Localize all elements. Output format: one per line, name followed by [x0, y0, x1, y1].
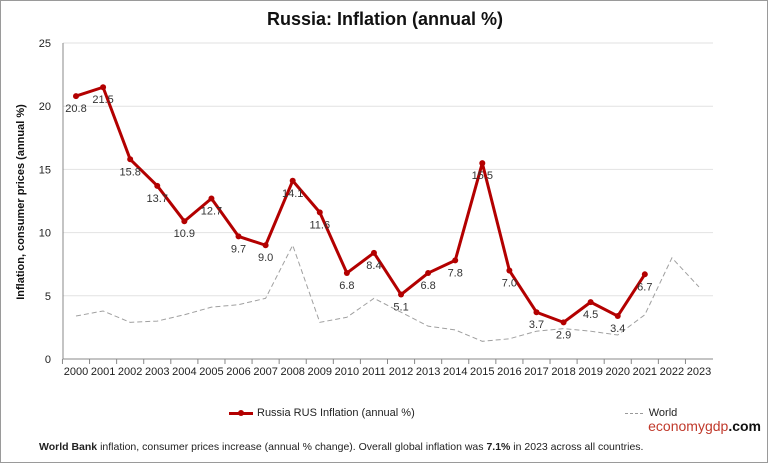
russia-data-label: 15.5	[472, 170, 493, 182]
x-tick-label: 2001	[91, 366, 115, 378]
y-tick-label: 0	[45, 354, 51, 366]
legend: Russia RUS Inflation (annual %) World	[229, 407, 677, 419]
russia-data-label: 7.8	[448, 267, 463, 279]
russia-line	[75, 85, 647, 324]
x-tick-label: 2006	[226, 366, 250, 378]
russia-point	[479, 160, 486, 167]
x-tick-label: 2018	[551, 366, 575, 378]
russia-point	[587, 299, 594, 306]
x-tick-label: 2003	[145, 366, 169, 378]
x-tick-label: 2023	[687, 366, 711, 378]
russia-point	[181, 218, 188, 225]
russia-data-label: 15.8	[119, 166, 140, 178]
x-tick-label: 2015	[470, 366, 494, 378]
russia-data-label: 10.9	[174, 228, 195, 240]
legend-world-label: World	[648, 407, 678, 419]
russia-point	[425, 270, 432, 277]
legend-russia-label: Russia RUS Inflation (annual %)	[257, 407, 415, 419]
x-tick-label: 2022	[660, 366, 684, 378]
x-tick-label: 2012	[389, 366, 413, 378]
russia-point	[506, 267, 513, 274]
russia-data-label: 3.7	[529, 319, 544, 331]
russia-point	[127, 156, 134, 163]
russia-point	[343, 270, 350, 277]
russia-point	[370, 249, 377, 256]
russia-data-label: 13.7	[147, 193, 168, 205]
russia-point	[614, 313, 621, 320]
russia-point	[289, 177, 296, 184]
russia-data-label: 14.1	[282, 188, 303, 200]
russia-point	[73, 93, 79, 100]
russia-data-label: 11.6	[309, 219, 330, 231]
footer-note: World Bank inflation, consumer prices in…	[39, 441, 644, 453]
russia-point	[100, 84, 107, 91]
x-tick-label: 2008	[280, 366, 304, 378]
russia-data-label: 6.8	[420, 280, 435, 292]
y-tick-label: 25	[39, 38, 51, 50]
chart-title: Russia: Inflation (annual %)	[266, 9, 503, 29]
x-tick-label: 2021	[633, 366, 657, 378]
russia-point	[452, 257, 459, 264]
x-tick-label: 2002	[118, 366, 142, 378]
y-tick-label: 5	[45, 291, 51, 303]
russia-data-label: 8.4	[366, 260, 381, 272]
russia-point	[235, 233, 242, 240]
russia-data-label: 6.8	[339, 280, 354, 292]
x-tick-label: 2000	[64, 366, 88, 378]
x-tick-label: 2005	[199, 366, 223, 378]
brand-logo: economygdp.com	[648, 418, 761, 434]
y-tick-label: 10	[39, 228, 51, 240]
legend-russia-swatch	[229, 409, 253, 416]
russia-data-label: 6.7	[637, 281, 652, 293]
x-tick-label: 2016	[497, 366, 521, 378]
russia-point	[316, 209, 323, 216]
russia-data-label: 21.5	[92, 94, 113, 106]
x-tick-label: 2011	[362, 366, 386, 378]
x-tick-label: 2007	[253, 366, 277, 378]
world-line	[75, 243, 700, 342]
x-tick-label: 2019	[578, 366, 602, 378]
x-tick-label: 2020	[605, 366, 629, 378]
russia-point	[533, 309, 540, 316]
russia-point	[398, 291, 405, 298]
russia-data-label: 2.9	[556, 329, 571, 341]
x-tick-label: 2013	[416, 366, 440, 378]
russia-data-label: 20.8	[65, 103, 86, 115]
russia-data-label: 12.7	[201, 205, 222, 217]
russia-data-label: 3.4	[610, 323, 625, 335]
russia-data-label: 7.0	[502, 278, 517, 290]
russia-point	[154, 182, 161, 189]
x-tick-label: 2010	[335, 366, 359, 378]
russia-data-label: 5.1	[393, 302, 408, 314]
russia-point	[208, 195, 215, 202]
russia-point	[262, 242, 269, 249]
y-tick-label: 15	[39, 164, 51, 176]
y-tick-label: 20	[39, 101, 51, 113]
x-tick-label: 2004	[172, 366, 196, 378]
russia-point	[641, 271, 648, 278]
x-tick-label: 2009	[308, 366, 332, 378]
russia-data-label: 4.5	[583, 309, 598, 321]
x-tick-label: 2014	[443, 366, 467, 378]
russia-point	[560, 319, 567, 326]
x-tick-label: 2017	[524, 366, 548, 378]
legend-world-swatch	[624, 412, 643, 414]
russia-data-label: 9.0	[258, 252, 273, 264]
russia-data-label: 9.7	[231, 243, 246, 255]
